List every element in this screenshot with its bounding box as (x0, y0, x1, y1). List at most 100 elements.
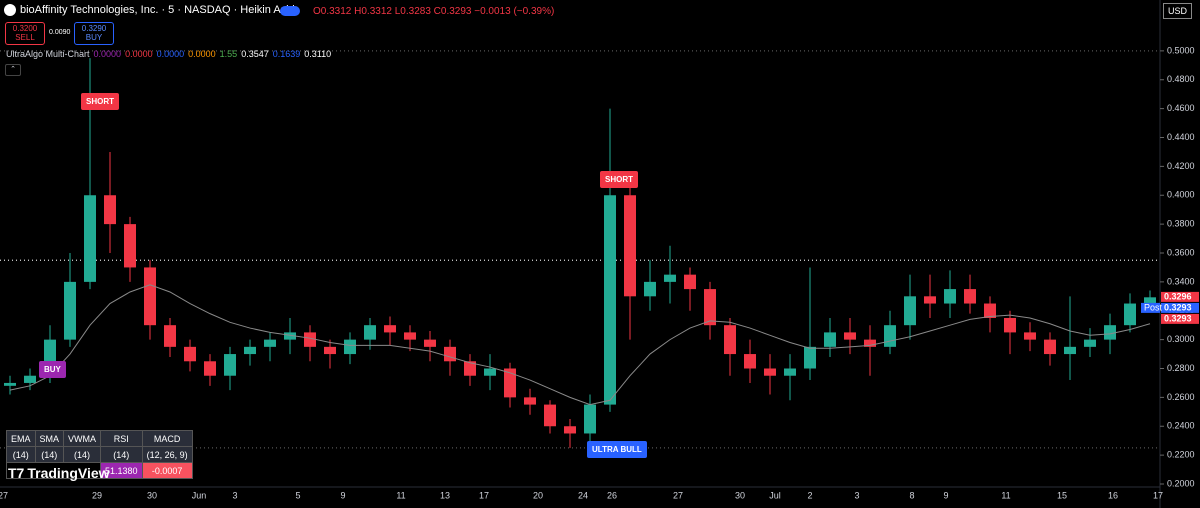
price-label: 0.3293 (1164, 313, 1192, 323)
candle-body (184, 346, 196, 362)
indicator-name: UltraAlgo Multi-Chart (6, 49, 90, 59)
candle-body (624, 195, 636, 297)
indicator-value: 0.0000 (93, 49, 122, 59)
indicator-value: 0.3547 (241, 49, 269, 59)
signal-short: SHORT (600, 171, 638, 188)
collapse-button[interactable]: ⌃ (5, 64, 21, 76)
candle-body (644, 281, 656, 297)
candle-body (984, 303, 996, 318)
candle-body (144, 267, 156, 326)
rsi-value: 51.1380 (100, 462, 143, 479)
candle-body (104, 195, 116, 225)
x-tick-label: 24 (578, 490, 588, 500)
indicator-table: EMA SMA VWMA RSI MACD (14) (14) (14) (14) (12, 26… (5, 430, 193, 479)
table-header: SMA (34, 430, 65, 447)
buy-button[interactable]: 0.3290 BUY (74, 22, 114, 45)
candle-body (824, 332, 836, 347)
candle-body (564, 426, 576, 434)
symbol-icon (4, 4, 16, 16)
candle-body (4, 382, 16, 386)
x-tick-label: 20 (533, 490, 543, 500)
x-tick-label: Jul (769, 490, 781, 500)
x-tick-label: 9 (943, 490, 948, 500)
candle-body (204, 361, 216, 376)
y-tick-label: 0.3400 (1167, 276, 1195, 286)
candle-body (1064, 346, 1076, 355)
x-tick-label: 27 (673, 490, 683, 500)
candle-body (844, 332, 856, 340)
y-tick-label: 0.4400 (1167, 132, 1195, 142)
candle-body (424, 339, 436, 347)
candle-body (1004, 317, 1016, 333)
candle-body (704, 289, 716, 326)
x-tick-label: 11 (396, 490, 405, 500)
y-tick-label: 0.2200 (1167, 450, 1195, 460)
price-label: 0.3296 (1164, 291, 1192, 301)
symbol-title[interactable]: bioAffinity Technologies, Inc. · 5 · NAS… (20, 4, 295, 16)
candle-body (744, 354, 756, 369)
candle-body (304, 332, 316, 347)
x-tick-label: 17 (1153, 490, 1163, 500)
y-tick-label: 0.3000 (1167, 334, 1195, 344)
table-header: VWMA (63, 430, 102, 447)
price-label-bg (1161, 291, 1199, 302)
logo-text: TradingView (27, 465, 110, 481)
indicator-value: 0.3110 (304, 49, 332, 59)
indicator-value: 0.0000 (125, 49, 153, 59)
x-tick-label: Jun (192, 490, 207, 500)
x-tick-label: 3 (854, 490, 859, 500)
y-tick-label: 0.3800 (1167, 219, 1195, 229)
y-tick-label: 0.4800 (1167, 74, 1195, 84)
candle-body (924, 296, 936, 304)
candle-body (264, 339, 276, 347)
ohlc: O0.3312 H0.3312 L0.3283 C0.3293 −0.0013 … (313, 6, 555, 17)
candle-body (1124, 303, 1136, 326)
candle-body (944, 289, 956, 304)
candle-body (524, 397, 536, 405)
price-label-bg (1161, 302, 1199, 313)
x-tick-label: 30 (147, 490, 157, 500)
candle-body (1104, 325, 1116, 340)
indicator-legend: UltraAlgo Multi-Chart 0.0000 0.0000 0.0000 0… (6, 49, 335, 59)
currency-button[interactable]: USD (1163, 3, 1193, 19)
candle-body (444, 346, 456, 362)
x-tick-label: 26 (607, 490, 617, 500)
candle-body (1044, 339, 1056, 355)
spread: 0.0090 (49, 29, 71, 36)
candle-body (24, 375, 36, 383)
table-header: MACD (141, 430, 193, 447)
y-tick-label: 0.4600 (1167, 103, 1195, 113)
y-tick-label: 0.4000 (1167, 190, 1195, 200)
candle-body (1024, 332, 1036, 340)
signal-ultra-bull: ULTRA BULL (587, 441, 647, 458)
buy-price: 0.3290 (81, 24, 107, 33)
x-tick-label: 2 (807, 490, 812, 500)
indicator-value: 0.1639 (272, 49, 301, 59)
candle-body (404, 332, 416, 340)
y-tick-label: 0.4200 (1167, 161, 1195, 171)
sell-button[interactable]: 0.3200 SELL (5, 22, 45, 45)
candle-body (1144, 297, 1156, 304)
x-tick-label: 5 (295, 490, 300, 500)
session-toggle[interactable] (280, 6, 300, 16)
indicator-value: 1.55 (219, 49, 238, 59)
candle-body (84, 195, 96, 282)
price-label-bg (1161, 313, 1199, 324)
candle-body (224, 354, 236, 376)
candle-body (864, 339, 876, 347)
post-tag-bg (1141, 302, 1160, 313)
candle-body (284, 332, 296, 340)
candle-body (664, 274, 676, 282)
x-tick-label: 9 (340, 490, 345, 500)
candle-body (324, 346, 336, 355)
table-param: (14) (63, 446, 102, 463)
y-tick-label: 0.2800 (1167, 363, 1195, 373)
candle-body (164, 325, 176, 347)
x-tick-label: 16 (1108, 490, 1118, 500)
table-param: (12, 26, 9) (141, 446, 193, 463)
candle-body (1084, 339, 1096, 347)
x-tick-label: 30 (735, 490, 745, 500)
price-label: 0.3293 (1164, 302, 1192, 312)
candle-body (584, 404, 596, 434)
